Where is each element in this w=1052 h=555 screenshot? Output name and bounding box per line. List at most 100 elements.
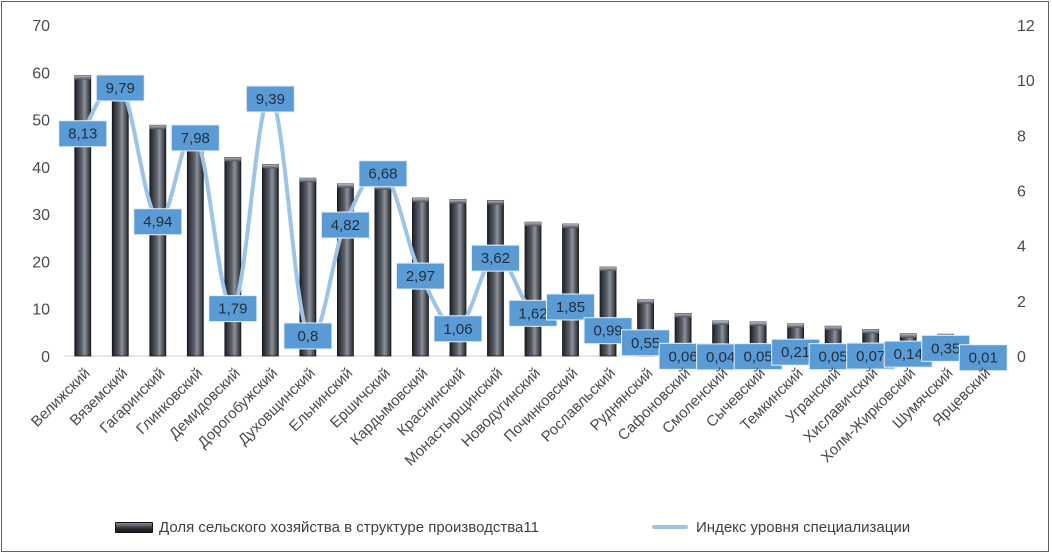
bar-cap [712, 321, 729, 326]
data-label: 0,8 [283, 322, 333, 350]
data-label: 0,01 [958, 344, 1008, 372]
data-label-text: 0,35 [931, 340, 960, 357]
data-label-text: 7,98 [181, 130, 210, 147]
data-label-box [58, 120, 108, 148]
data-label-text: 0,8 [297, 328, 318, 345]
legend-bar-label: Доля сельского хозяйства в структуре про… [159, 518, 539, 536]
right-tick-label: 12 [1017, 18, 1035, 35]
bar-cap [374, 185, 391, 190]
data-label-text: 0,05 [819, 349, 848, 366]
left-tick-label: 70 [32, 18, 50, 35]
bar [111, 76, 129, 357]
left-tick-label: 50 [32, 113, 50, 130]
bar [487, 200, 504, 357]
bar [562, 223, 579, 357]
data-label: 4,82 [320, 211, 370, 239]
data-label-box [320, 211, 370, 239]
bar-cap [299, 178, 316, 183]
bar-cap [412, 198, 429, 203]
data-label: 9,79 [95, 74, 145, 102]
right-tick-label: 2 [1017, 294, 1026, 311]
data-label-box [546, 293, 596, 321]
legend-bar-swatch [115, 521, 153, 533]
data-label-box [245, 85, 295, 113]
data-label-box [395, 262, 445, 290]
right-tick-label: 0 [1017, 349, 1026, 366]
data-label: 1,85 [546, 293, 596, 321]
right-tick-label: 6 [1017, 184, 1026, 201]
right-tick-label: 4 [1017, 239, 1026, 256]
data-label-text: 2,97 [406, 268, 435, 285]
data-label: 3,62 [470, 244, 520, 272]
data-label: 1,79 [208, 295, 258, 323]
bar-cap [862, 329, 879, 334]
data-label-text: 4,82 [331, 217, 360, 234]
data-label-box [621, 329, 671, 357]
bar-cap [224, 157, 241, 162]
data-label: 2,97 [395, 262, 445, 290]
data-label-text: 6,68 [368, 166, 397, 183]
right-axis: 0 2 4 6 8 10 12 [1017, 18, 1035, 366]
bar-cap [637, 299, 654, 304]
data-label-text: 1,62 [518, 305, 547, 322]
data-label-text: 9,79 [106, 80, 135, 97]
bar [261, 164, 279, 357]
bar [149, 124, 167, 357]
data-label-box [470, 244, 520, 272]
data-label-box [133, 208, 183, 236]
right-tick-label: 8 [1017, 128, 1026, 145]
left-tick-label: 0 [41, 349, 50, 366]
data-label: 4,94 [133, 208, 183, 236]
data-label-text: 1,85 [556, 299, 585, 316]
bar-cap [825, 326, 842, 331]
data-label-box [958, 344, 1008, 372]
left-tick-label: 10 [32, 302, 50, 319]
bar-cap [600, 267, 617, 272]
bar-cap [900, 333, 917, 338]
left-tick-label: 60 [32, 65, 50, 82]
data-labels: 8,13 9,79 4,94 7,98 1,79 9,39 0,8 4,82 6,68 2,97 1… [58, 74, 1008, 372]
data-label-text: 0,14 [894, 346, 923, 363]
legend-item-bars: Доля сельского хозяйства в структуре про… [115, 516, 539, 538]
bar-cap [74, 75, 91, 80]
bar-cap [562, 224, 579, 229]
data-label-box [283, 322, 333, 350]
bar-cap [487, 200, 504, 205]
data-label-text: 0,21 [781, 344, 810, 361]
left-tick-label: 20 [32, 254, 50, 271]
bar-cap [337, 183, 354, 188]
bar [374, 185, 392, 357]
data-label-text: 0,05 [744, 349, 773, 366]
data-label: 8,13 [58, 120, 108, 148]
data-label-text: 0,01 [969, 350, 998, 367]
left-tick-label: 30 [32, 207, 50, 224]
data-label: 0,55 [621, 329, 671, 357]
bar-cap [787, 323, 804, 328]
bar [224, 156, 242, 357]
data-label-text: 9,39 [256, 91, 285, 108]
data-label-text: 0,04 [706, 349, 735, 366]
data-label-text: 4,94 [143, 214, 172, 231]
data-label-box [170, 124, 220, 152]
data-label: 7,98 [170, 124, 220, 152]
bar-cap [525, 222, 541, 227]
data-label: 1,06 [433, 315, 483, 343]
data-label-text: 0,06 [668, 348, 697, 365]
bar [524, 221, 542, 357]
bar-cap [449, 199, 466, 204]
legend-item-line: Индекс уровня специализации [652, 516, 910, 538]
bar-cap [750, 321, 767, 326]
data-label-text: 0,55 [631, 335, 660, 352]
data-label-text: 1,79 [218, 301, 247, 318]
legend: Доля сельского хозяйства в структуре про… [2, 516, 1052, 538]
bar-cap [262, 164, 279, 169]
bar-cap [149, 125, 166, 130]
bar-cap [675, 313, 692, 318]
bar [186, 143, 204, 357]
data-label-text: 1,06 [443, 321, 472, 338]
left-tick-label: 40 [32, 160, 50, 177]
data-label: 6,68 [358, 160, 408, 188]
category-labels: ВелижскийВяземскийГагаринскийГлинковский… [28, 365, 994, 470]
